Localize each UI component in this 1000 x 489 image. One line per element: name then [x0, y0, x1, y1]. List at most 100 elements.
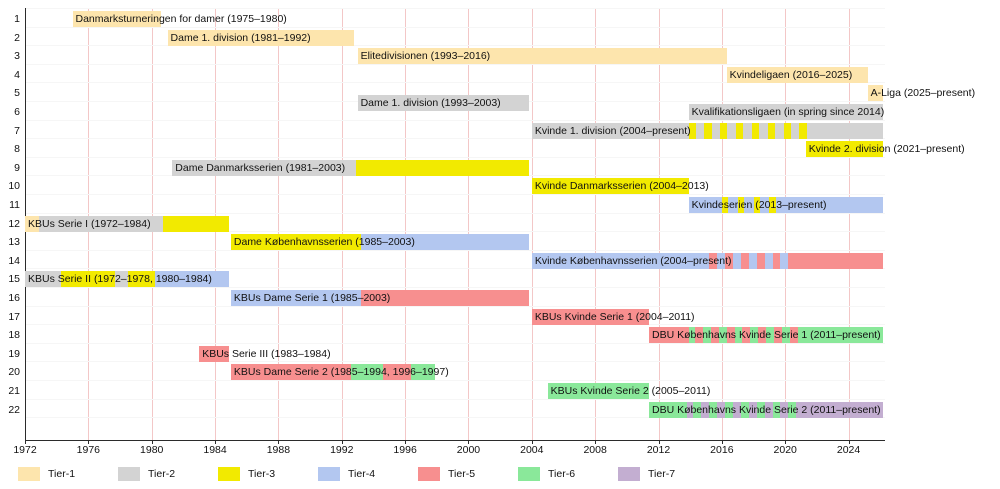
bar-segment-tier-6: [788, 401, 797, 418]
bar-segment-tier-5: [531, 308, 649, 325]
bar-segment-tier-4: [230, 290, 361, 306]
timeline-bar[interactable]: Kvindeligaen (2016–2025): [0, 66, 1000, 83]
bar-segment-tier-5: [694, 327, 703, 344]
timeline-bar[interactable]: A-Liga (2025–present): [0, 85, 1000, 102]
bar-segment-tier-4: [688, 197, 884, 213]
bar-segment-tier-6: [740, 401, 749, 418]
bar-segment-tier-3: [127, 271, 155, 288]
bar-segment-tier-6: [411, 364, 436, 381]
timeline-bar[interactable]: Kvinde Danmarksserien (2004–2013): [0, 178, 1000, 195]
timeline-bar[interactable]: KBUs Kvinde Serie 1 (2004–2011): [0, 308, 1000, 325]
timeline-bar[interactable]: Dame 1. division (1981–1992): [0, 29, 1000, 46]
bar-segment-tier-6: [756, 401, 765, 418]
y-tick-2: 2: [14, 31, 20, 44]
bar-label: Kvindeserien (2013–present): [691, 199, 827, 211]
bar-segment-tier-5: [230, 364, 352, 381]
bar-label: DBU Københavns Kvinde Serie 2 (2011–pres…: [652, 403, 881, 416]
bar-segment-tier-3: [736, 122, 744, 139]
bar-label: KBUs Serie III (1983–1984): [202, 347, 331, 360]
bar-segment-tier-3: [720, 122, 728, 139]
bar-segment-tier-3: [162, 215, 230, 232]
bar-segment-tier-2: [172, 159, 356, 176]
gridline-2008: [595, 8, 597, 440]
bar-segment-tier-5: [360, 290, 529, 306]
x-tick-mark-1980: [151, 440, 153, 444]
rowline-14: [25, 249, 885, 251]
x-tick-1996: 1996: [393, 444, 417, 456]
bar-segment-tier-2: [25, 271, 62, 288]
timeline-bar[interactable]: Dame Københavnsserien (1985–2003): [0, 234, 1000, 251]
gridline-1996: [405, 8, 407, 440]
rowline-7: [25, 119, 885, 121]
bar-segment-tier-5: [756, 252, 765, 269]
gridline-2024: [848, 8, 850, 440]
bar-segment-tier-3: [61, 271, 116, 288]
timeline-bar[interactable]: Dame 1. division (1993–2003): [0, 94, 1000, 111]
bar-label: Kvinde Danmarksserien (2004–2013): [534, 180, 709, 193]
timeline-bar[interactable]: Kvindeserien (2013–present): [0, 197, 1000, 213]
timeline-bar[interactable]: Dame Danmarksserien (1981–2003): [0, 159, 1000, 176]
timeline-bar[interactable]: Kvalifikationsligaen (in spring since 20…: [0, 104, 1000, 120]
x-tick-1972: 1972: [13, 444, 37, 456]
bar-label: KBUs Kvinde Serie 2 (2005–2011): [550, 385, 711, 397]
timeline-bar[interactable]: Danmarksturneringen for damer (1975–1980…: [0, 11, 1000, 27]
bar-segment-tier-3: [531, 178, 689, 195]
bar-segment-tier-5: [788, 252, 884, 269]
x-tick-2016: 2016: [710, 444, 734, 456]
bar-segment-tier-3: [721, 197, 729, 213]
y-tick-9: 9: [14, 161, 20, 174]
timeline-bar[interactable]: KBUs Serie III (1983–1984): [0, 345, 1000, 362]
bar-label: KBUs Kvinde Serie 1 (2004–2011): [534, 310, 695, 323]
rowline-17: [25, 305, 885, 307]
bar-segment-tier-2: [357, 94, 529, 111]
x-tick-1980: 1980: [140, 444, 164, 456]
bar-segment-tier-1: [167, 29, 355, 46]
bar-segment-tier-5: [382, 364, 412, 381]
bar-segment-tier-6: [649, 327, 884, 344]
timeline-bar[interactable]: DBU Københavns Kvinde Serie 1 (2011–pres…: [0, 327, 1000, 344]
timeline-bar[interactable]: DBU Københavns Kvinde Serie 2 (2011–pres…: [0, 401, 1000, 418]
bar-label: Kvinde Københavnsserien (2004–present): [534, 254, 732, 267]
bar-segment-tier-3: [799, 122, 807, 139]
timeline-bar[interactable]: KBUs Dame Serie 2 (1985–1994, 1996–1997): [0, 364, 1000, 381]
timeline-bar[interactable]: KBUs Serie I (1972–1984): [0, 215, 1000, 232]
y-tick-10: 10: [8, 180, 20, 193]
bar-label: Elitedivisionen (1993–2016): [360, 50, 491, 63]
timeline-bar[interactable]: KBUs Serie II (1972–1978, 1980–1984): [0, 271, 1000, 288]
timeline-bar[interactable]: Kvinde 1. division (2004–present): [0, 122, 1000, 139]
gridline-1992: [341, 8, 343, 440]
timeline-bar[interactable]: KBUs Dame Serie 1 (1985–2003): [0, 290, 1000, 306]
y-tick-1: 1: [14, 13, 20, 25]
timeline-bar[interactable]: Elitedivisionen (1993–2016): [0, 48, 1000, 65]
rowline-15: [25, 268, 885, 270]
y-tick-5: 5: [14, 87, 20, 100]
rowline-16: [25, 287, 885, 288]
bar-segment-tier-1: [25, 215, 40, 232]
x-tick-2024: 2024: [836, 444, 861, 456]
bar-segment-tier-4: [748, 252, 757, 269]
legend-label: Tier-7: [648, 468, 676, 480]
y-tick-21: 21: [8, 385, 20, 397]
legend-swatch-tier-7: [618, 467, 640, 481]
bar-segment-tier-3: [356, 159, 529, 176]
legend-label: Tier-5: [448, 468, 476, 480]
timeline-bar[interactable]: KBUs Kvinde Serie 2 (2005–2011): [0, 383, 1000, 399]
bar-segment-tier-1: [357, 48, 727, 65]
bar-label: Kvinde 1. division (2004–present): [534, 124, 691, 137]
gridline-2012: [658, 8, 660, 440]
y-tick-6: 6: [14, 106, 20, 118]
timeline-bar[interactable]: Kvinde Københavnsserien (2004–present): [0, 252, 1000, 269]
rowline-19: [25, 342, 885, 344]
timeline-bar[interactable]: Kvinde 2. division (2021–present): [0, 141, 1000, 158]
bar-label: KBUs Dame Serie 1 (1985–2003): [233, 292, 391, 304]
bar-segment-tier-1: [726, 66, 868, 83]
rowline-11: [25, 194, 885, 195]
bar-label: DBU Københavns Kvinde Serie 1 (2011–pres…: [652, 329, 881, 342]
bar-segment-tier-2: [743, 122, 752, 139]
y-tick-16: 16: [8, 292, 20, 304]
bar-label: Danmarksturneringen for damer (1975–1980…: [75, 13, 287, 25]
bar-label: A-Liga (2025–present): [870, 87, 976, 100]
bar-segment-tier-5: [758, 327, 767, 344]
legend-swatch-tier-5: [418, 467, 440, 481]
bar-segment-tier-3: [769, 197, 776, 213]
